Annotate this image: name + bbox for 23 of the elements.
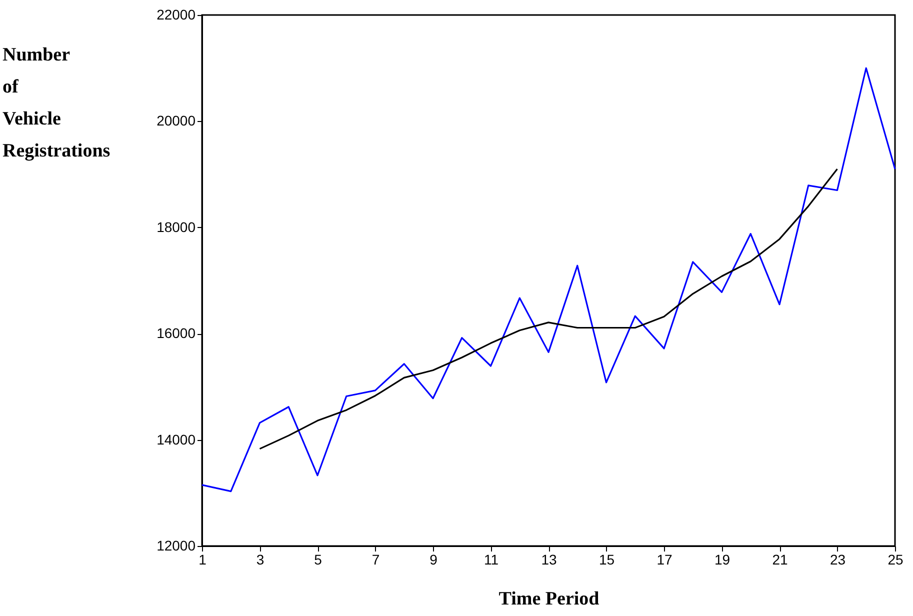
line-series [258,168,838,450]
x-tick-label: 1 [198,552,207,568]
x-tick-label: 5 [314,552,322,568]
x-tick-label: 7 [372,552,380,568]
x-tick-label: 25 [888,552,904,568]
y-tick-label: 18000 [156,218,196,235]
y-tick-label: 16000 [156,325,196,342]
x-tick-label: 23 [830,552,846,568]
x-axis-title: Time Period [498,588,600,610]
y-tick-label: 12000 [156,538,196,554]
x-tick-label: 17 [656,552,672,568]
x-tick-label: 19 [714,552,730,568]
y-tick-label: 14000 [156,431,196,448]
x-tick-label: 15 [598,552,615,568]
x-tick-label: 3 [256,552,264,568]
y-tick-label: 20000 [156,112,196,129]
x-tick-label: 9 [430,552,438,568]
x-tick-label: 11 [484,552,499,568]
y-axis-title: Number of Vehicle Registrations [2,44,110,162]
x-tick-label: 21 [772,552,788,568]
x-tick-label: 13 [541,552,557,568]
line-series [201,67,896,492]
y-tick-label: 22000 [156,6,196,22]
